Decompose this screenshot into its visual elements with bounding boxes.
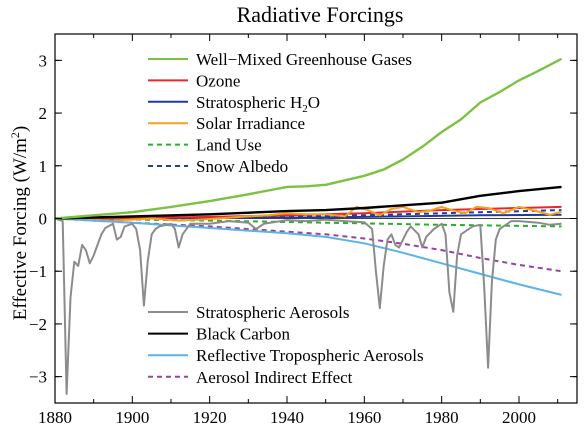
series-line-refl_trop_aero	[54, 217, 562, 296]
legend-label-refl_trop_aero: Reflective Tropospheric Aerosols	[196, 346, 424, 365]
series-line-solar	[54, 205, 562, 222]
legend-label-text-ozone: Ozone	[196, 71, 240, 90]
legend-label-text-strat_h2o: Stratospheric H	[196, 93, 302, 112]
series-line-strat_aero	[54, 217, 562, 395]
series-line-aero_indirect	[54, 217, 562, 273]
legend-label-solar: Solar Irradiance	[196, 114, 305, 133]
x-tick-label-1900: 1900	[115, 408, 149, 427]
legend-label-land_use: Land Use	[196, 136, 262, 155]
legend-top: Well−Mixed Greenhouse Gases Ozone Stratosp…	[148, 50, 412, 176]
legend-label-text-refl_trop_aero: Reflective Tropospheric Aerosols	[196, 346, 424, 365]
series-line-wmghg	[54, 57, 563, 220]
legend-label-sub-strat_h2o: 2	[302, 103, 308, 115]
legend-label-strat_aero: Stratospheric Aerosols	[196, 303, 349, 322]
legend-label-text-black_carbon: Black Carbon	[196, 325, 290, 344]
y-axis-label: Effective Forcing (W/m2)	[8, 126, 31, 321]
y-tick-label-1: 1	[39, 157, 48, 176]
legend-bottom: Stratospheric Aerosols Black Carbon Reflec…	[148, 303, 424, 387]
x-tick-label-1940: 1940	[270, 408, 304, 427]
legend-label-black_carbon: Black Carbon	[196, 325, 290, 344]
legend-label-snow_albedo: Snow Albedo	[196, 157, 288, 176]
y-axis-label-main: Effective Forcing (W/m	[10, 138, 31, 320]
chart-title: Radiative Forcings	[237, 2, 404, 27]
legend-label-text-land_use: Land Use	[196, 136, 262, 155]
x-tick-label-1920: 1920	[193, 408, 227, 427]
data-layer	[54, 57, 577, 395]
legend-label-text-strat_aero: Stratospheric Aerosols	[196, 303, 349, 322]
legend-label-text-aero_indirect: Aerosol Indirect Effect	[196, 368, 353, 387]
y-tick-label-2: 2	[39, 104, 48, 123]
series-line-black_carbon	[54, 185, 562, 220]
y-tick-label-0: 0	[39, 210, 48, 229]
y-tick-label--1: −1	[29, 262, 47, 281]
x-tick-label-2000: 2000	[502, 408, 536, 427]
y-axis-label-close: )	[10, 126, 31, 132]
y-tick-label--2: −2	[29, 315, 47, 334]
legend-label-ozone: Ozone	[196, 71, 240, 90]
y-tick-label--3: −3	[29, 368, 47, 387]
x-tick-label-1960: 1960	[347, 408, 381, 427]
legend-label-text-solar: Solar Irradiance	[196, 114, 305, 133]
y-axis-label-sup: 2	[8, 132, 22, 138]
legend-label-aero_indirect: Aerosol Indirect Effect	[196, 368, 353, 387]
x-tick-label-1880: 1880	[38, 408, 72, 427]
legend-label-tail-strat_h2o: O	[308, 93, 320, 112]
y-tick-label-3: 3	[39, 51, 48, 70]
legend-label-text-snow_albedo: Snow Albedo	[196, 157, 288, 176]
legend-label-strat_h2o: Stratospheric H2O	[196, 93, 320, 115]
axis-layer: 1880 1900 1920 1940 1960 1980 2000 −3 −2 −1 0 1 2 3	[29, 34, 577, 427]
legend-label-text-wmghg: Well−Mixed Greenhouse Gases	[196, 50, 412, 69]
legend-label-wmghg: Well−Mixed Greenhouse Gases	[196, 50, 412, 69]
x-tick-label-1980: 1980	[425, 408, 459, 427]
